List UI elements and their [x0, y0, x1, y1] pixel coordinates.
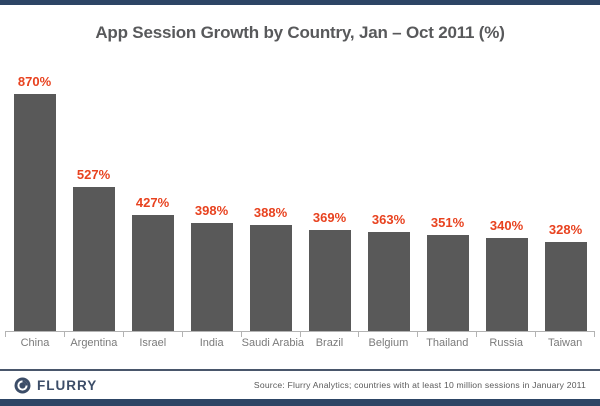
bar-value-label: 369%: [312, 210, 347, 225]
category-label: Israel: [139, 337, 167, 349]
category-label: India: [199, 337, 224, 349]
bar-value-label: 427%: [135, 195, 170, 210]
x-axis-tick-slot: Taiwan: [535, 332, 596, 349]
bar-value-label: 351%: [430, 215, 465, 230]
bar: [249, 225, 292, 331]
bar: [544, 242, 587, 331]
x-axis-tick-slot: Thailand: [417, 332, 476, 349]
x-axis: China Argentina Israel India Saudi Arabia Bra…: [5, 331, 596, 349]
bar-value-label: 527%: [76, 167, 111, 182]
x-axis-tick-slot: India: [181, 332, 241, 349]
bar: [308, 230, 351, 331]
chart-header: App Session Growth by Country, Jan – Oct…: [0, 5, 600, 60]
bar-column: 870%: [5, 60, 64, 331]
bar-chart: 870% 527% 427% 398% 388% 369% 363% 351% 340% 328%…: [5, 60, 596, 349]
bar-value-label: 388%: [253, 205, 288, 220]
bar: [426, 235, 469, 331]
bar-column: 340%: [477, 60, 536, 331]
bar-value-label: 328%: [548, 222, 583, 237]
bar-column: 427%: [123, 60, 182, 331]
bottom-accent-band: [0, 399, 600, 406]
bar-column: 398%: [182, 60, 241, 331]
bar-column: 363%: [359, 60, 418, 331]
flurry-logo: FLURRY: [14, 377, 97, 394]
bar: [13, 94, 56, 331]
bar-column: 369%: [300, 60, 359, 331]
source-note: Source: Flurry Analytics; countries with…: [253, 380, 586, 390]
category-label: Russia: [489, 337, 524, 349]
bar-column: 351%: [418, 60, 477, 331]
flurry-logo-icon: [14, 377, 31, 393]
bar: [367, 232, 410, 331]
x-axis-tick-slot: Israel: [122, 332, 182, 349]
plot-area: 870% 527% 427% 398% 388% 369% 363% 351% 340% 328%: [5, 60, 595, 331]
flurry-logo-text: FLURRY: [37, 377, 98, 393]
category-label: Saudi Arabia: [241, 337, 305, 349]
bar: [190, 223, 233, 331]
x-axis-tick-slot: China: [5, 332, 64, 349]
x-axis-tick-slot: Russia: [476, 332, 535, 349]
x-axis-tick-slot: Argentina: [63, 332, 123, 349]
category-label: Thailand: [426, 337, 469, 349]
bar: [131, 215, 174, 331]
bar-column: 328%: [536, 60, 595, 331]
category-label: Argentina: [70, 337, 118, 349]
footer: FLURRY Source: Flurry Analytics; countri…: [0, 371, 600, 399]
bar-value-label: 398%: [194, 203, 229, 218]
chart-title: App Session Growth by Country, Jan – Oct…: [95, 22, 505, 42]
category-label: Brazil: [315, 337, 344, 349]
bar: [485, 238, 528, 331]
category-label: Taiwan: [547, 337, 583, 349]
x-axis-tick-slot: Saudi Arabia: [240, 332, 304, 349]
category-label: China: [20, 337, 50, 349]
bar-value-label: 870%: [17, 74, 52, 89]
footer-divider: [0, 369, 600, 371]
bar-value-label: 340%: [489, 218, 524, 233]
x-axis-tick-slot: Belgium: [358, 332, 417, 349]
bar: [72, 187, 115, 331]
bar-column: 527%: [64, 60, 123, 331]
bar-value-label: 363%: [371, 212, 406, 227]
x-axis-tick-slot: Brazil: [299, 332, 359, 349]
category-label: Belgium: [368, 337, 409, 349]
bar-column: 388%: [241, 60, 300, 331]
top-accent-band: [0, 0, 600, 5]
